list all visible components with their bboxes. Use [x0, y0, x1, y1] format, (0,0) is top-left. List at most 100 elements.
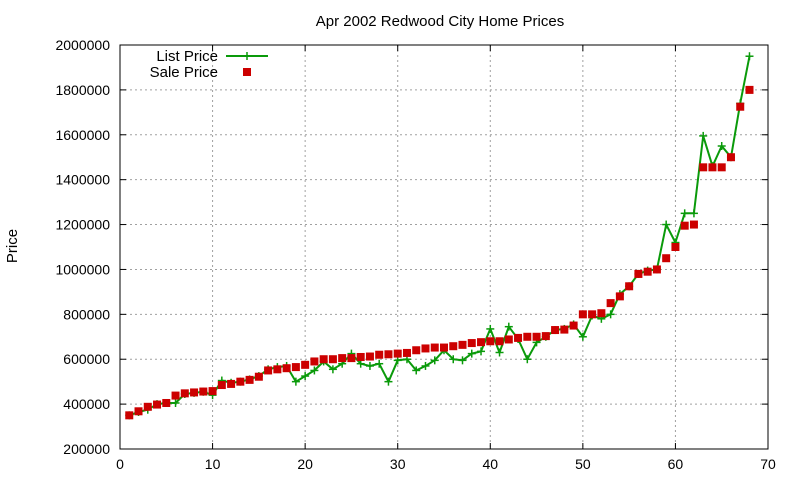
data-point [680, 209, 689, 218]
plot-frame [119, 44, 769, 450]
data-point [514, 333, 523, 342]
legend-marker [243, 52, 251, 60]
data-point [356, 359, 365, 368]
axis-ticks: 0 10 20 30 40 50 60 70 200000 400000 600000 800000 1… [55, 37, 776, 472]
data-point [347, 354, 356, 363]
data-point [477, 338, 486, 347]
data-point [717, 142, 726, 150]
data-point [319, 355, 328, 364]
data-point [643, 267, 652, 276]
data-point [291, 363, 300, 372]
data-point [227, 379, 236, 388]
data-point [597, 309, 606, 318]
data-point [310, 357, 319, 366]
data-point [745, 52, 754, 61]
data-point [171, 391, 180, 400]
data-point [615, 292, 624, 301]
data-point [365, 352, 374, 361]
data-point [708, 163, 717, 172]
data-point [560, 325, 569, 334]
x-tick-label: 60 [668, 456, 684, 472]
data-point [421, 361, 430, 370]
data-point [273, 365, 282, 374]
data-point [402, 348, 411, 357]
data-point [291, 377, 300, 386]
data-point [662, 220, 671, 229]
data-point [495, 337, 504, 346]
data-point [504, 322, 513, 331]
y-tick-label: 1800000 [55, 82, 110, 98]
y-tick-label: 600000 [63, 351, 110, 367]
data-point [458, 356, 467, 365]
series-sale-price [125, 85, 754, 420]
data-point [699, 163, 708, 172]
data-point [412, 346, 421, 355]
y-tick-label: 1600000 [55, 127, 110, 143]
data-point [393, 349, 402, 358]
data-point [588, 310, 597, 319]
y-tick-label: 1000000 [55, 261, 110, 277]
data-point [662, 254, 671, 263]
data-point [421, 344, 430, 353]
data-point [356, 352, 365, 361]
data-point [328, 355, 337, 364]
data-point [699, 131, 708, 140]
data-point [134, 407, 143, 416]
x-tick-label: 10 [205, 456, 221, 472]
data-point [745, 85, 754, 94]
data-point [162, 398, 171, 407]
data-point [365, 361, 374, 370]
data-point [449, 342, 458, 351]
y-tick-label: 1400000 [55, 172, 110, 188]
data-point [680, 221, 689, 230]
x-tick-label: 0 [116, 456, 124, 472]
data-point [717, 163, 726, 172]
data-point [301, 360, 310, 369]
data-point [190, 388, 199, 397]
data-point [504, 335, 513, 344]
data-point [726, 153, 735, 162]
data-point [523, 355, 532, 364]
data-point [254, 372, 263, 381]
chart-title: Apr 2002 Redwood City Home Prices [316, 13, 564, 30]
data-point [264, 366, 273, 375]
series-list-price [125, 52, 754, 420]
legend-label: Sale Price [150, 64, 218, 81]
x-tick-label: 50 [575, 456, 591, 472]
legend-label: List Price [156, 48, 218, 65]
data-point [180, 389, 189, 398]
y-tick-label: 800000 [63, 306, 110, 322]
data-point [477, 347, 486, 356]
data-point [551, 326, 560, 335]
data-point [467, 349, 476, 358]
data-point [208, 387, 217, 396]
x-tick-label: 30 [390, 456, 406, 472]
y-tick-label: 200000 [63, 441, 110, 457]
data-point [578, 310, 587, 319]
data-point [532, 332, 541, 341]
data-point [467, 339, 476, 348]
data-point [393, 356, 402, 365]
data-point [412, 366, 421, 375]
data-point [375, 359, 384, 368]
data-point [171, 398, 180, 407]
data-point [458, 340, 467, 349]
data-point [486, 324, 495, 333]
data-point [125, 411, 134, 420]
data-point [384, 350, 393, 359]
data-point [153, 400, 162, 409]
data-point [301, 372, 310, 381]
data-point [606, 310, 615, 319]
data-point [689, 209, 698, 218]
data-point [217, 381, 226, 390]
data-point [375, 350, 384, 359]
data-point [384, 377, 393, 386]
data-point [245, 375, 254, 384]
data-point [652, 265, 661, 274]
data-point [143, 402, 152, 411]
data-point [495, 348, 504, 357]
data-point [440, 343, 448, 352]
data-point [430, 343, 439, 352]
data-point [199, 387, 208, 396]
data-point [671, 243, 680, 251]
